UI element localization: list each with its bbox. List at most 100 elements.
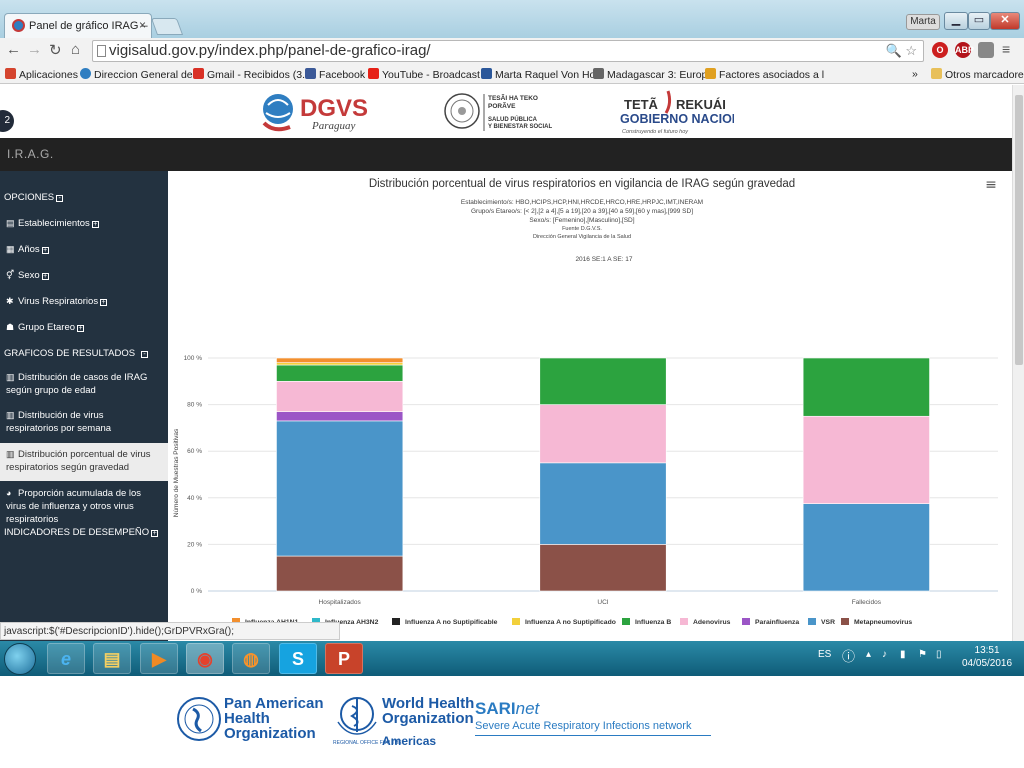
language-indicator[interactable]: ES [818,649,832,660]
sidebar-item-label: Distribución de virus respiratorios por … [6,410,112,434]
bookmark-facebook[interactable]: Facebook [305,68,365,81]
collapse-icon: - [141,351,149,358]
menu-icon[interactable]: ≡ [1002,41,1011,57]
chrome-icon[interactable]: ◉ [186,643,224,674]
bars-layer [276,357,930,592]
sidebar-item-virus[interactable]: ✱ Virus Respiratorios + [0,296,168,307]
scholar-icon [705,68,716,79]
browser-tab[interactable]: Panel de gráfico IRAG – D × [4,13,152,38]
ie-icon[interactable]: e [47,643,85,674]
maximize-button[interactable]: ▭ [968,12,990,30]
power-icon[interactable]: ▯ [936,649,942,660]
sidebar: OPCIONES - ▤ Establecimientos + ▦ Años + ⚥ Sex… [0,171,168,641]
sidebar-item-establecimientos[interactable]: ▤ Establecimientos + [0,218,168,229]
sarinet-underline [475,735,711,736]
info-icon[interactable]: ⓘ [842,649,856,664]
gmail-icon [193,68,204,79]
collapse-icon: + [77,325,85,332]
sidebar-item-label: Años [18,244,40,255]
menu-toggle-button[interactable]: 2 [0,110,14,132]
home-icon[interactable]: ⌂ [71,41,81,58]
bookmark-apps[interactable]: Aplicaciones [5,68,78,81]
back-icon[interactable]: ← [6,41,21,58]
page-scrollbar[interactable] [1012,85,1024,641]
sidebar-item-sexo[interactable]: ⚥ Sexo + [0,270,168,281]
sidebar-item-label: Sexo [18,270,40,281]
bar-segment [802,503,930,592]
app-title: I.R.A.G. [7,147,54,161]
bar-segment [276,357,404,363]
other-bookmarks[interactable]: Otros marcadores [931,68,1024,81]
page-icon [97,45,106,57]
collapse-icon: + [41,247,49,254]
bookmark-gmail[interactable]: Gmail - Recibidos (3.2 [193,68,311,81]
paho-name: Pan American Health Organization [224,696,324,741]
opera-icon[interactable]: O [932,42,948,58]
zoom-star-icons[interactable]: 🔍 ☆ [885,43,917,58]
globe-icon [80,68,91,79]
paho-line-3: Organization [224,725,316,742]
sidebar-item-chart-proporcion[interactable]: ◕ Proporción acumulada de los virus de in… [0,487,168,526]
reload-icon[interactable]: ↻ [49,42,62,59]
bar-chart-icon: ▥ [6,449,15,459]
sidebar-item-opciones[interactable]: OPCIONES - [0,192,168,203]
sidebar-item-anos[interactable]: ▦ Años + [0,244,168,255]
media-player-icon[interactable]: ▶ [140,643,178,674]
minimize-button[interactable]: ▁ [944,12,968,30]
bookmark-label: YouTube - Broadcast [382,69,480,81]
new-tab-button[interactable] [150,18,184,35]
sidebar-item-grupo[interactable]: ☗ Grupo Etareo + [0,322,168,333]
chart-subtitle-3: Sexo/s: [Femenino],[Masculino],[SD] [529,217,634,224]
flag-icon[interactable]: ⚑ [918,649,927,660]
bar-segment [276,555,404,592]
group-icon: ☗ [6,322,15,332]
tab-close-icon[interactable]: × [138,18,146,32]
y-tick-label: 80 % [187,402,202,409]
explorer-icon[interactable]: ▤ [93,643,131,674]
facebook-icon [305,68,316,79]
bookmark-direccion[interactable]: Direccion General de [80,68,193,81]
sidebar-item-label: GRAFICOS DE RESULTADOS [4,348,136,359]
profile-button[interactable]: Marta [906,14,940,30]
bookmark-madagascar[interactable]: Madagascar 3: Europ [593,68,707,81]
chart-panel: Distribución porcentual de virus respira… [168,171,1012,641]
y-axis-label: Número de Muestras Positivas [173,428,180,517]
show-hidden-icon[interactable]: ▴ [866,649,872,660]
legend-swatch [622,618,630,625]
url-text: vigisalud.gov.py/index.php/panel-de-graf… [109,42,431,59]
adblock-icon[interactable]: ABP [955,42,974,58]
sidebar-item-chart-edad[interactable]: ▥ Distribución de casos de IRAG según gru… [0,371,168,397]
forward-icon[interactable]: → [27,41,42,58]
gobierno-line-2: GOBIERNO NACIONAL [620,112,734,126]
browser-title-bar: Panel de gráfico IRAG – D × Marta ▁ ▭ ✕ [0,0,1024,38]
chart-period: 2016 SE:1 A SE: 17 [575,256,632,263]
gender-icon: ⚥ [6,270,15,280]
sidebar-item-indicadores[interactable]: INDICADORES DE DESEMPEÑO + [0,527,168,538]
y-tick-label: 100 % [184,355,203,362]
bookmark-youtube[interactable]: YouTube - Broadcast [368,68,480,81]
skype-icon[interactable]: S [279,643,317,674]
legend-swatch [512,618,520,625]
bar-segment [539,462,667,545]
close-window-button[interactable]: ✕ [990,12,1020,30]
bookmarks-bar: Aplicaciones Direccion General de Gmail … [0,64,1024,84]
sidebar-item-graficos[interactable]: GRAFICOS DE RESULTADOS - [0,348,168,359]
pie-chart-icon: ◕ [6,488,12,498]
volume-icon[interactable]: ♪ [882,649,887,660]
address-bar[interactable]: vigisalud.gov.py/index.php/panel-de-graf… [92,40,924,62]
bookmark-label: Facebook [319,69,366,81]
powerpoint-icon[interactable]: P [325,643,363,674]
start-button[interactable] [4,643,36,675]
firefox-icon[interactable]: ◍ [232,643,270,674]
sidebar-item-chart-gravedad[interactable]: ▥ Distribución porcentual de virus respir… [0,443,168,481]
bookmarks-overflow-button[interactable]: » [912,68,918,80]
bar-segment [539,544,667,592]
extension-icon[interactable] [978,42,994,58]
system-clock[interactable]: 13:51 04/05/2016 [962,644,1012,670]
bookmark-outlook[interactable]: Marta Raquel Von Ho [481,68,595,81]
legend-swatch [312,618,320,625]
network-icon[interactable]: ▮ [900,649,906,660]
scrollbar-thumb[interactable] [1015,95,1023,365]
bookmark-factores[interactable]: Factores asociados a l [705,68,824,81]
sidebar-item-chart-semana[interactable]: ▥ Distribución de virus respiratorios por… [0,409,168,435]
